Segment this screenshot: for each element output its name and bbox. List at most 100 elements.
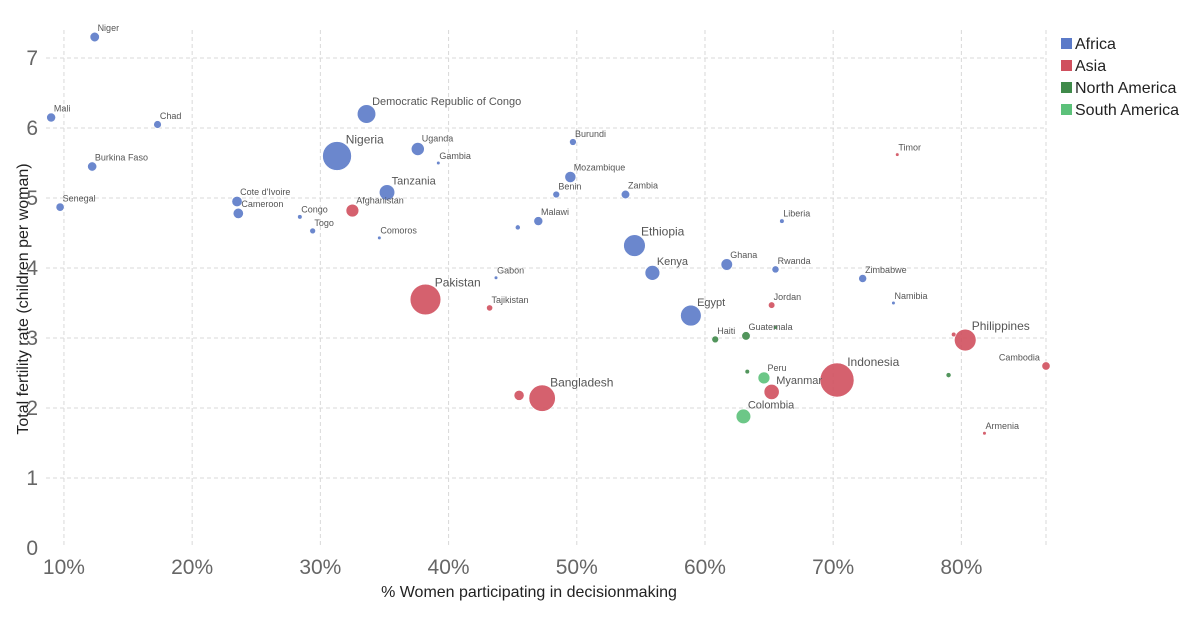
point-label-haiti: Haiti <box>717 326 735 336</box>
point-rwanda <box>771 265 780 274</box>
point-uganda <box>410 142 425 156</box>
point-burkina-faso <box>87 161 98 172</box>
grid-lines <box>46 30 1047 548</box>
point-armenia <box>982 431 987 436</box>
point-malawi <box>533 216 544 226</box>
y-tick-label: 0 <box>26 537 38 560</box>
point-label-kenya: Kenya <box>657 256 689 268</box>
point-guatemala <box>741 331 751 341</box>
legend-swatch <box>1061 60 1072 71</box>
point-tajikistan <box>486 304 493 312</box>
point-comoros <box>377 235 382 240</box>
point-label-peru: Peru <box>768 363 787 373</box>
y-tick-label: 5 <box>26 187 38 210</box>
point-label-namibia: Namibia <box>895 291 928 301</box>
legend-label: Africa <box>1075 36 1116 53</box>
point-label-zambia: Zambia <box>628 181 658 191</box>
legend-label: North America <box>1075 80 1176 97</box>
point-label-indonesia: Indonesia <box>847 355 899 369</box>
point-label-senegal: Senegal <box>63 193 96 203</box>
x-tick-label: 70% <box>812 556 854 579</box>
point-north-america-unlabeled <box>945 372 952 378</box>
point-kenya <box>644 265 661 281</box>
x-tick-label: 60% <box>684 556 726 579</box>
point-label-burkina-faso: Burkina Faso <box>95 152 148 162</box>
point-label-comoros: Comoros <box>380 226 417 236</box>
x-tick-label: 10% <box>43 556 85 579</box>
legend-item-asia[interactable]: Asia <box>1061 58 1106 75</box>
x-tick-label: 40% <box>428 556 470 579</box>
point-cambodia <box>1041 361 1051 371</box>
point-label-colombia: Colombia <box>748 400 795 412</box>
data-points <box>46 31 1051 436</box>
point-label-tanzania: Tanzania <box>392 175 437 187</box>
point-label-benin: Benin <box>558 181 581 191</box>
point-philippines <box>954 328 977 352</box>
legend-swatch <box>1061 104 1072 115</box>
point-tanzania <box>378 184 396 201</box>
legend-label: South America <box>1075 102 1179 119</box>
point-label-gabon: Gabon <box>497 266 524 276</box>
point-afghanistan <box>345 203 360 218</box>
point-label-afghanistan: Afghanistan <box>356 195 404 205</box>
point-cote-d-ivoire <box>231 196 243 207</box>
point-liberia <box>779 218 785 224</box>
legend-item-north-america[interactable]: North America <box>1061 80 1176 97</box>
point-label-gambia: Gambia <box>439 151 471 161</box>
y-tick-label: 2 <box>26 397 38 420</box>
point-north-america-unlabeled <box>773 325 778 330</box>
point-label-ghana: Ghana <box>730 250 757 260</box>
point-label-nigeria: Nigeria <box>346 133 384 147</box>
point-nigeria <box>322 141 352 171</box>
y-tick-label: 1 <box>26 467 38 490</box>
point-label-cameroon: Cameroon <box>241 199 283 209</box>
point-label-democratic-republic-of-congo: Democratic Republic of Congo <box>372 96 521 108</box>
y-tick-label: 4 <box>26 257 38 280</box>
x-tick-label: 50% <box>556 556 598 579</box>
x-tick-label: 80% <box>940 556 982 579</box>
y-tick-label: 6 <box>26 117 38 140</box>
point-label-uganda: Uganda <box>422 134 454 144</box>
point-colombia <box>735 408 752 425</box>
point-zambia <box>620 189 631 200</box>
point-asia-unlabeled <box>513 390 525 401</box>
point-label-philippines: Philippines <box>972 319 1030 333</box>
point-label-bangladesh: Bangladesh <box>550 376 613 390</box>
point-label-burundi: Burundi <box>575 129 606 139</box>
point-label-mozambique: Mozambique <box>574 162 626 172</box>
point-label-egypt: Egypt <box>697 297 725 309</box>
point-cameroon <box>232 207 244 219</box>
x-tick-label: 30% <box>299 556 341 579</box>
point-label-myanmar: Myanmar <box>776 375 822 387</box>
x-tick-label: 20% <box>171 556 213 579</box>
point-burundi <box>569 138 577 146</box>
point-democratic-republic-of-congo <box>356 104 377 124</box>
point-mali <box>46 112 56 123</box>
point-gabon <box>493 275 499 280</box>
point-label-timor: Timor <box>898 142 921 152</box>
point-label-ethiopia: Ethiopia <box>641 225 685 239</box>
y-tick-label: 7 <box>26 47 38 70</box>
point-togo <box>309 227 316 235</box>
legend-swatch <box>1061 38 1072 49</box>
point-labels: Niger Mali Chad Democratic Republic of Cong… <box>54 23 1040 431</box>
legend: Africa Asia North America South America <box>1061 36 1179 119</box>
point-indonesia <box>819 362 855 398</box>
point-ethiopia <box>623 234 646 257</box>
point-label-pakistan: Pakistan <box>435 276 481 290</box>
point-namibia <box>891 300 896 306</box>
point-label-jordan: Jordan <box>774 292 802 302</box>
point-label-mali: Mali <box>54 104 71 114</box>
x-axis-ticks: 10% 20% 30% 40% 50% 60% 70% 80% <box>43 556 982 579</box>
legend-item-south-america[interactable]: South America <box>1061 102 1179 119</box>
legend-item-africa[interactable]: Africa <box>1061 36 1116 53</box>
point-zimbabwe <box>858 274 867 283</box>
point-chad <box>153 120 162 129</box>
point-label-liberia: Liberia <box>783 209 810 219</box>
point-jordan <box>768 301 776 309</box>
point-label-guatemala: Guatemala <box>749 322 793 332</box>
point-label-tajikistan: Tajikistan <box>491 295 528 305</box>
point-label-rwanda: Rwanda <box>778 256 811 266</box>
point-benin <box>552 190 560 199</box>
